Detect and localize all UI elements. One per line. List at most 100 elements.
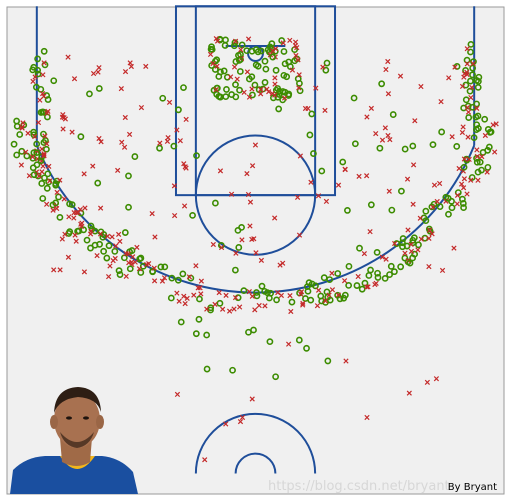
made-shot-marker: [295, 336, 303, 344]
made-shot-marker: [30, 171, 38, 179]
court-lines: [35, 5, 476, 474]
missed-shot-marker: [484, 169, 490, 175]
missed-shot-marker: [323, 198, 330, 205]
made-shot-marker: [322, 66, 330, 74]
made-shot-marker: [33, 140, 41, 148]
missed-shot-marker: [181, 293, 187, 299]
missed-shot-marker: [429, 231, 435, 237]
made-shot-marker: [473, 100, 481, 108]
made-shot-marker: [323, 59, 331, 67]
missed-shot-marker: [88, 228, 94, 234]
made-shot-marker: [485, 143, 493, 151]
made-shot-marker: [29, 164, 37, 172]
missed-shot-marker: [234, 76, 240, 82]
made-shot-marker: [484, 146, 492, 154]
missed-shot-marker: [165, 134, 171, 141]
made-shot-marker: [308, 110, 316, 118]
made-shot-marker: [467, 40, 475, 48]
made-shot-marker: [251, 81, 259, 89]
missed-shot-marker: [122, 114, 128, 121]
made-shot-marker: [303, 344, 310, 352]
missed-shot-marker: [246, 94, 253, 100]
made-shot-marker: [253, 292, 261, 300]
made-shot-marker: [167, 294, 175, 302]
made-shot-marker: [175, 106, 182, 114]
missed-shot-marker: [237, 304, 243, 310]
made-shot-marker: [254, 48, 262, 56]
made-shot-marker: [473, 76, 481, 84]
missed-shot-marker: [214, 38, 221, 44]
made-shot-marker: [196, 295, 203, 303]
missed-shot-marker: [249, 86, 255, 92]
missed-shot-marker: [492, 149, 498, 155]
missed-shot-marker: [296, 232, 303, 238]
missed-shot-marker: [115, 167, 121, 173]
missed-shot-marker: [61, 196, 67, 202]
credit-label: By Bryant: [448, 482, 497, 493]
made-shot-marker: [401, 254, 409, 262]
made-shot-marker: [288, 298, 296, 306]
missed-shot-marker: [245, 191, 252, 198]
player-right-eye: [83, 416, 89, 420]
made-shot-marker: [409, 142, 417, 150]
missed-shot-marker: [244, 171, 250, 177]
made-shot-marker: [216, 299, 224, 307]
missed-shot-marker: [272, 215, 278, 221]
made-shot-marker: [203, 331, 211, 339]
made-shot-marker: [272, 373, 280, 381]
made-shot-marker: [125, 203, 132, 211]
missed-shot-marker: [136, 266, 143, 272]
missed-shot-marker: [297, 153, 304, 159]
player-hair: [54, 387, 101, 413]
missed-shot-marker: [32, 74, 38, 80]
missed-shot-marker: [253, 250, 259, 256]
missed-shot-marker: [90, 70, 97, 77]
missed-shot-marker: [41, 93, 47, 99]
inner-paint-box: [194, 5, 317, 197]
made-shot-marker: [279, 96, 287, 104]
missed-shot-marker: [25, 130, 31, 136]
missed-shot-marker: [341, 278, 348, 284]
made-shot-marker: [323, 288, 331, 296]
center-court-outer-arc: [194, 412, 317, 474]
made-shot-marker: [217, 68, 224, 76]
missed-shot-marker: [298, 289, 305, 295]
made-shot-marker: [262, 65, 270, 73]
missed-shot-marker: [130, 254, 136, 260]
missed-shot-marker: [202, 457, 208, 463]
missed-shot-marker: [258, 257, 265, 264]
made-shot-marker: [235, 56, 243, 64]
missed-shot-marker: [300, 302, 306, 308]
made-shot-marker: [125, 172, 132, 180]
missed-shot-marker: [233, 250, 239, 256]
missed-shot-marker: [37, 97, 43, 103]
missed-shot-marker: [227, 74, 234, 80]
made-shot-marker: [111, 247, 119, 255]
missed-shot-marker: [246, 288, 252, 295]
made-shot-marker: [261, 79, 269, 86]
made-shot-marker: [103, 254, 111, 262]
missed-shot-marker: [426, 235, 432, 241]
made-shot-marker: [334, 270, 342, 277]
missed-shot-marker: [82, 205, 88, 211]
missed-shot-marker: [426, 227, 433, 233]
made-shot-marker: [326, 296, 334, 304]
made-shot-marker: [139, 262, 147, 270]
made-shot-marker: [211, 199, 219, 207]
missed-shot-marker: [207, 51, 214, 58]
missed-shot-marker: [272, 75, 278, 81]
made-shot-marker: [429, 141, 437, 149]
missed-shot-marker: [228, 191, 235, 197]
missed-shot-marker: [315, 193, 322, 199]
missed-shot-marker: [443, 198, 449, 204]
missed-shot-marker: [451, 245, 457, 251]
made-shot-marker: [388, 206, 396, 214]
made-shot-marker: [474, 83, 482, 91]
missed-shot-marker: [326, 292, 332, 298]
made-shot-marker: [74, 227, 82, 235]
missed-shot-marker: [77, 206, 83, 213]
missed-shot-marker: [314, 303, 321, 309]
missed-shot-marker: [460, 124, 466, 130]
made-shot-marker: [56, 213, 64, 221]
made-shot-marker: [38, 180, 46, 187]
